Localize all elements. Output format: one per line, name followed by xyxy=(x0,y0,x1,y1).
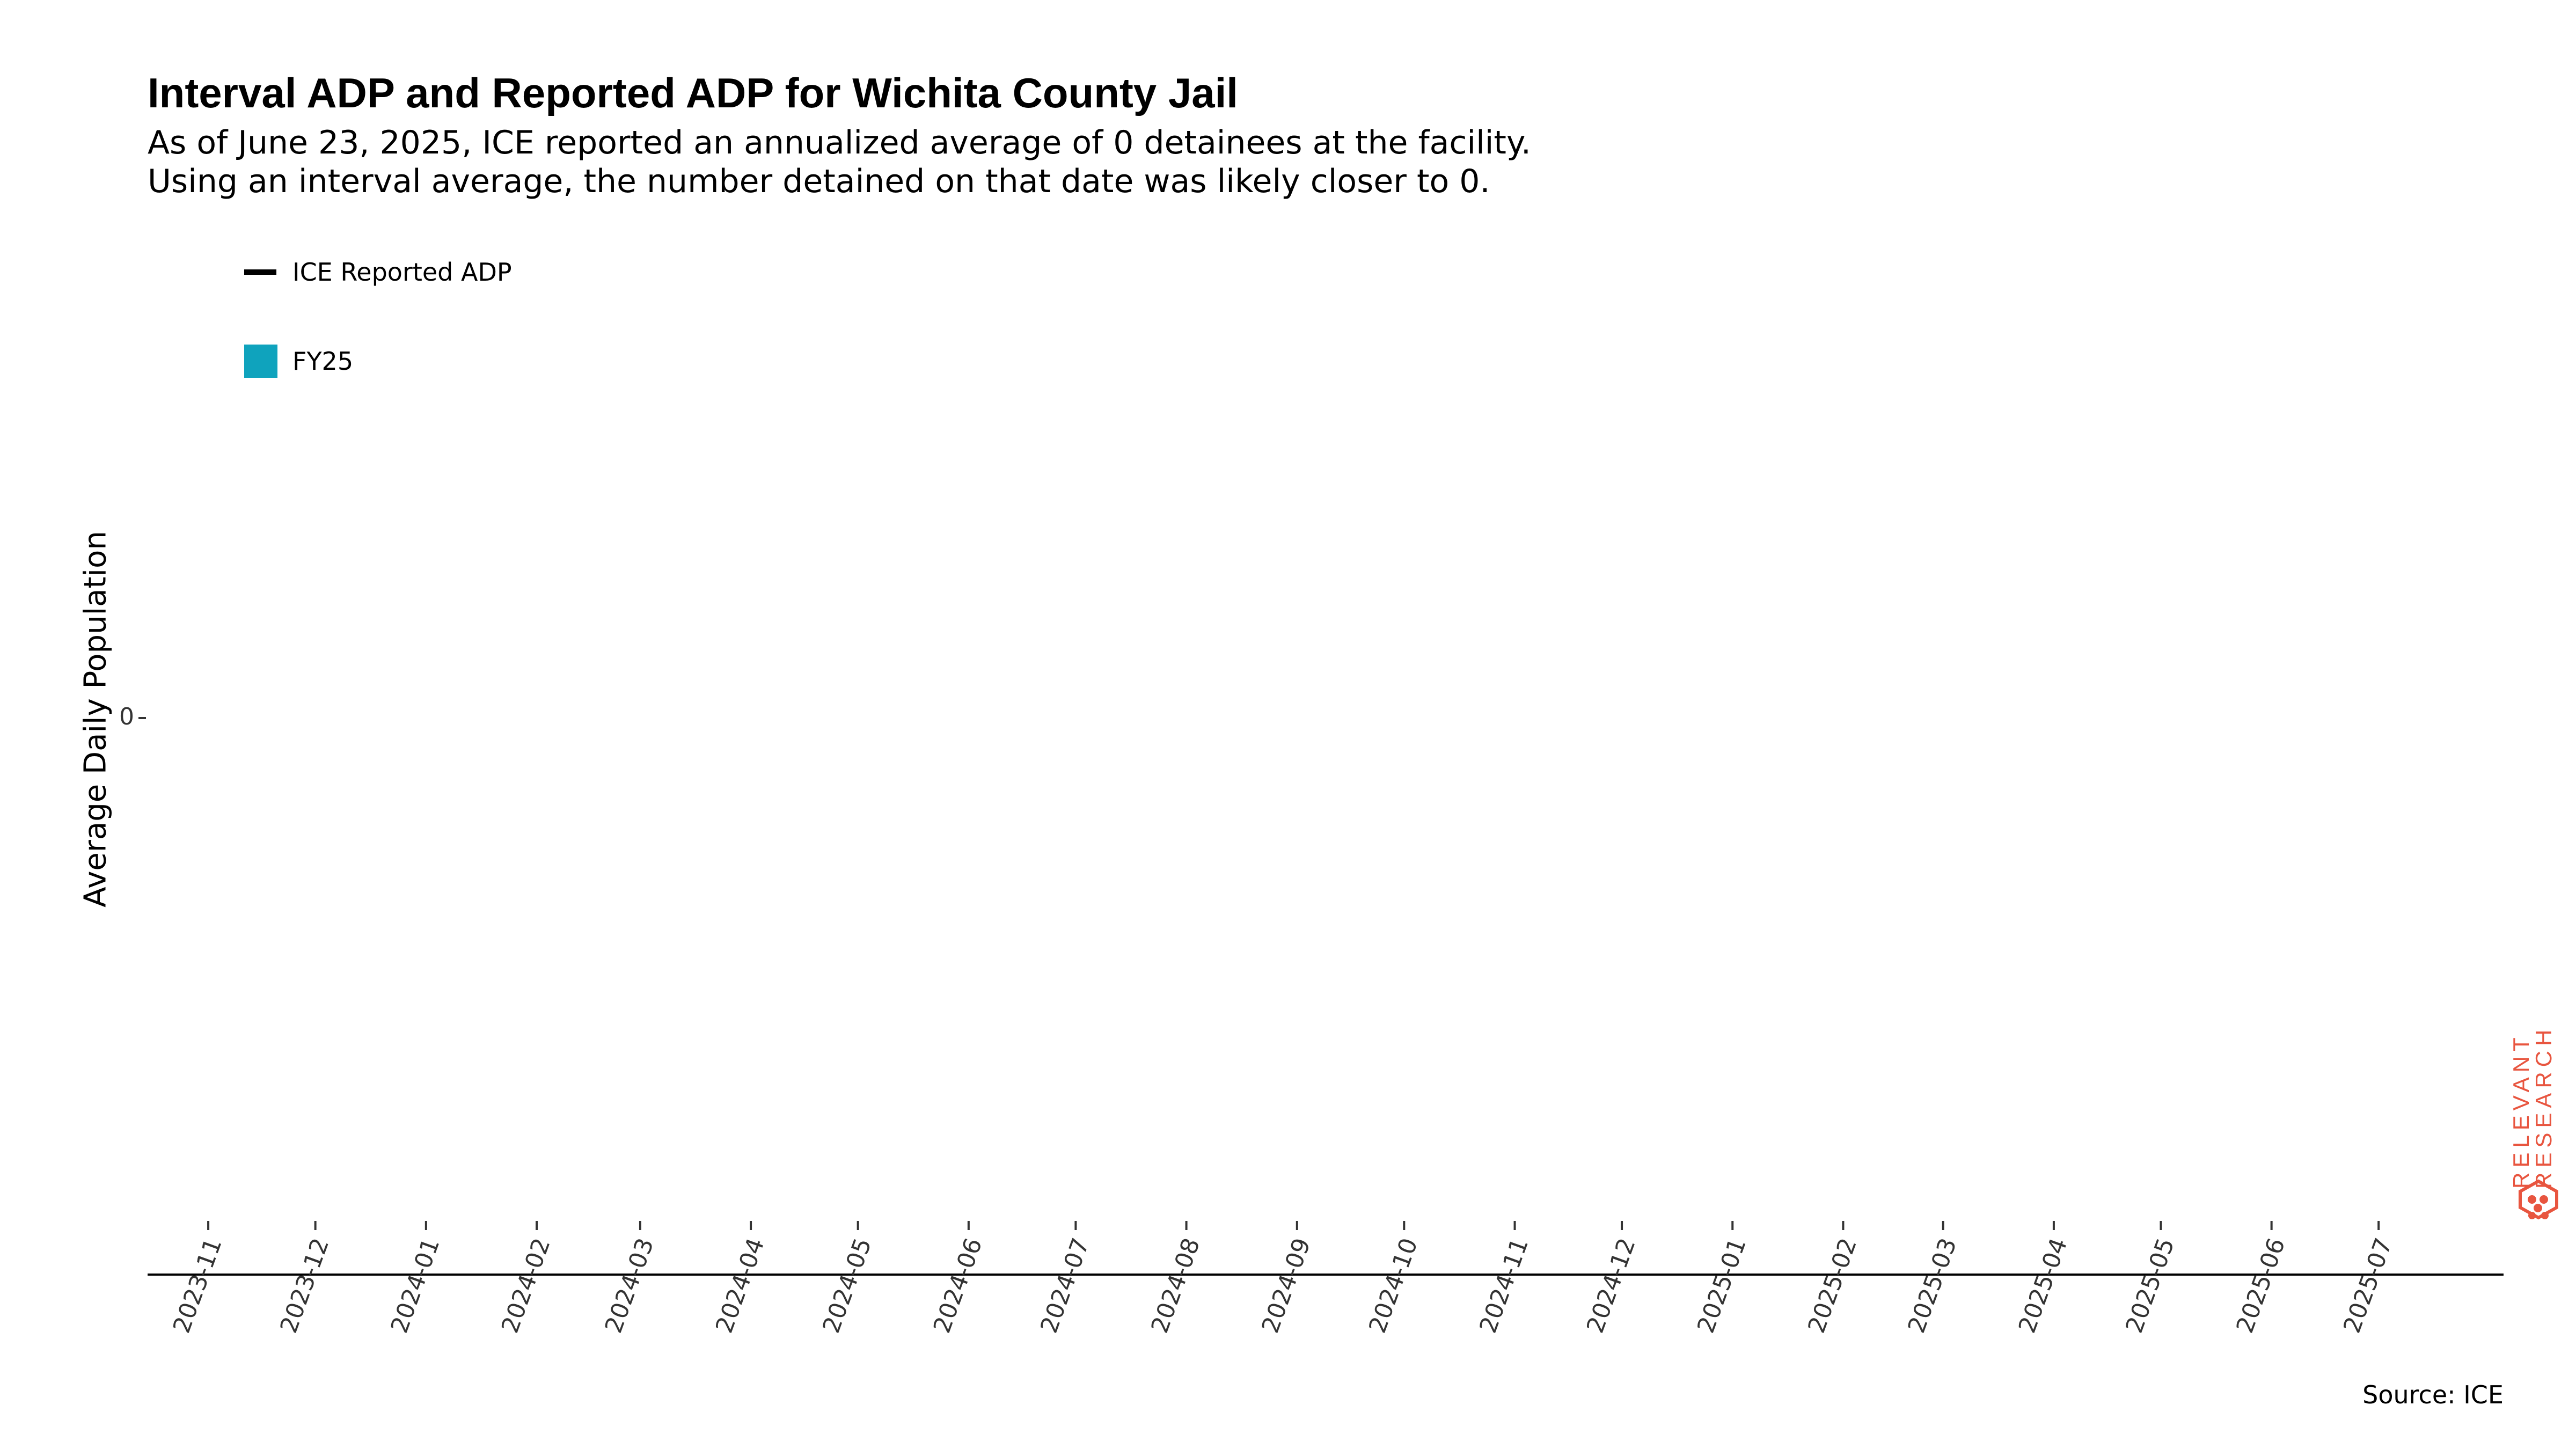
x-tick-label: 2025-07 xyxy=(2338,1234,2398,1336)
x-tick-label: 2024-11 xyxy=(1474,1234,1534,1336)
legend-item-reported-adp: ICE Reported ADP xyxy=(244,258,512,287)
x-tick-label: 2024-02 xyxy=(496,1234,556,1336)
x-tick-label: 2024-10 xyxy=(1364,1234,1423,1336)
logo-text-relevant: RELEVANT xyxy=(2512,1033,2534,1189)
x-tick-label: 2025-05 xyxy=(2120,1234,2180,1336)
x-tick-label: 2025-06 xyxy=(2231,1234,2290,1336)
chart-title: Interval ADP and Reported ADP for Wichit… xyxy=(148,69,1238,116)
x-tick-label: 2023-12 xyxy=(275,1234,334,1336)
x-tick-label: 2024-05 xyxy=(817,1234,877,1336)
legend-label-reported-adp: ICE Reported ADP xyxy=(292,258,512,287)
x-tick-label: 2024-03 xyxy=(600,1234,660,1336)
x-tick-label: 2024-04 xyxy=(711,1234,770,1336)
legend-label-fy25: FY25 xyxy=(292,347,354,376)
y-tick-label: 0 xyxy=(119,703,134,730)
x-tick-label: 2024-01 xyxy=(386,1234,445,1336)
x-tick-label: 2025-04 xyxy=(2014,1234,2073,1336)
legend-swatch-fy25 xyxy=(244,345,277,378)
x-tick-label: 2025-02 xyxy=(1803,1234,1862,1336)
x-tick-label: 2024-06 xyxy=(928,1234,988,1336)
x-tick-label: 2025-01 xyxy=(1692,1234,1752,1336)
subtitle-line-2: Using an interval average, the number de… xyxy=(148,163,1490,200)
x-tick-label: 2024-09 xyxy=(1257,1234,1316,1336)
legend-line-key xyxy=(244,269,276,275)
logo-text-research: RESEARCH xyxy=(2531,1025,2556,1189)
x-tick-label: 2024-07 xyxy=(1035,1234,1095,1336)
source-note: Source: ICE xyxy=(2362,1380,2504,1409)
hexagon-dots-icon xyxy=(2519,1179,2558,1220)
legend-item-fy25: FY25 xyxy=(244,345,353,378)
x-tick-label: 2024-12 xyxy=(1582,1234,1641,1336)
subtitle-line-1: As of June 23, 2025, ICE reported an ann… xyxy=(148,124,1531,162)
x-tick-label: 2023-11 xyxy=(168,1234,228,1336)
x-tick-label: 2024-08 xyxy=(1146,1234,1205,1336)
relevant-research-logo: RELEVANT RESEARCH xyxy=(2512,1025,2558,1220)
x-tick-label: 2025-03 xyxy=(1903,1234,1963,1336)
chart-subtitle: As of June 23, 2025, ICE reported an ann… xyxy=(148,123,1531,201)
